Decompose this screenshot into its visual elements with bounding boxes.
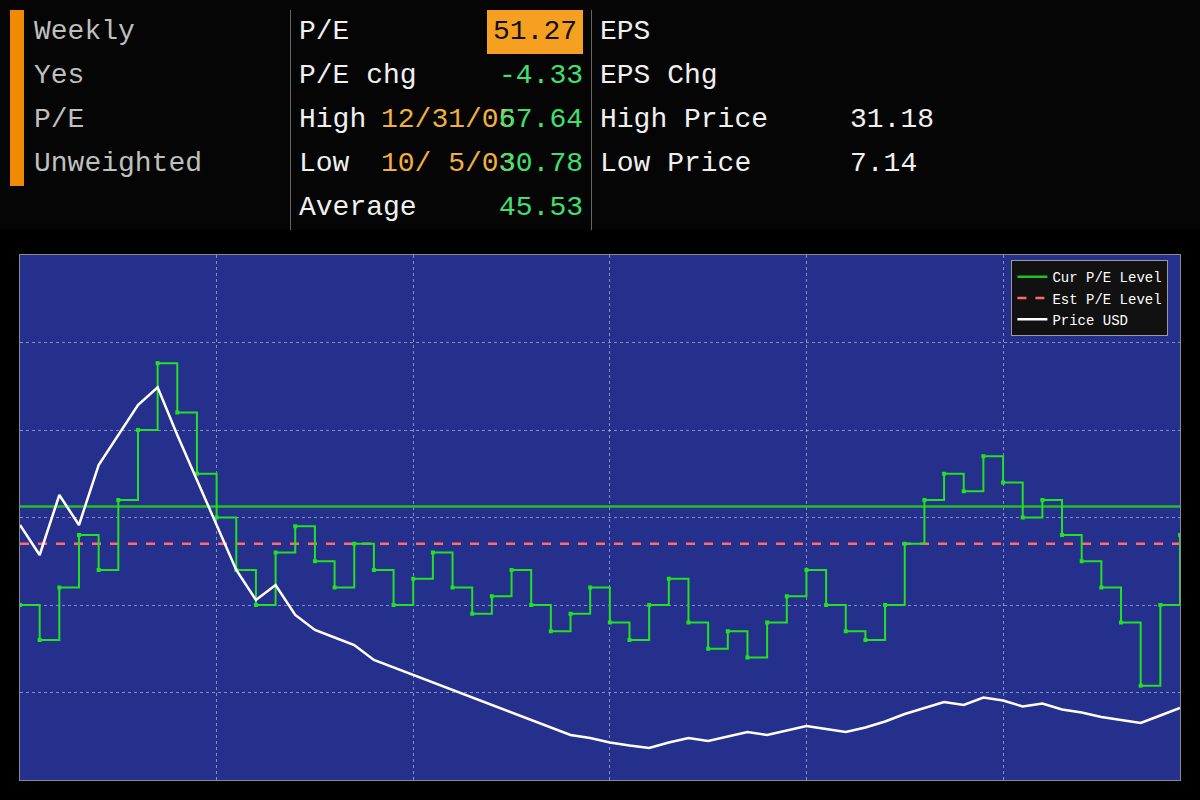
html-text:Weekly: Weekly (34, 16, 135, 47)
html-text:7.14: 7.14 (850, 148, 918, 179)
html-text:Yes: Yes (34, 60, 85, 91)
html-text:Low: Low (299, 148, 350, 179)
html-text:67.64: 67.64 (499, 104, 583, 135)
html-text:10/ 5/03: 10/ 5/03 (381, 148, 516, 179)
html-text:30.78: 30.78 (499, 148, 583, 179)
html-text:High: High (299, 104, 367, 135)
html-text:P/E: P/E (34, 104, 85, 135)
html-text:EPS Chg: EPS Chg (600, 60, 718, 91)
html-text:Unweighted: Unweighted (34, 148, 202, 179)
html-text:12/31/05: 12/31/05 (381, 104, 516, 135)
html-text:31.18: 31.18 (850, 104, 934, 135)
html-text:-4.33: -4.33 (499, 60, 583, 91)
svg-text:Price USD: Price USD (1052, 313, 1128, 329)
svg-text:Est P/E Level: Est P/E Level (1052, 292, 1161, 308)
html-text:51.27: 51.27 (493, 16, 577, 47)
html-text:Average: Average (299, 192, 417, 223)
svg-text:Cur P/E Level: Cur P/E Level (1052, 270, 1161, 286)
html-text:EPS: EPS (600, 16, 651, 47)
html-text:Low Price: Low Price (600, 148, 752, 179)
html-text:P/E: P/E (299, 16, 350, 47)
html-text:P/E chg: P/E chg (299, 60, 417, 91)
html-text:45.53: 45.53 (499, 192, 583, 223)
html-text:High Price: High Price (600, 104, 768, 135)
